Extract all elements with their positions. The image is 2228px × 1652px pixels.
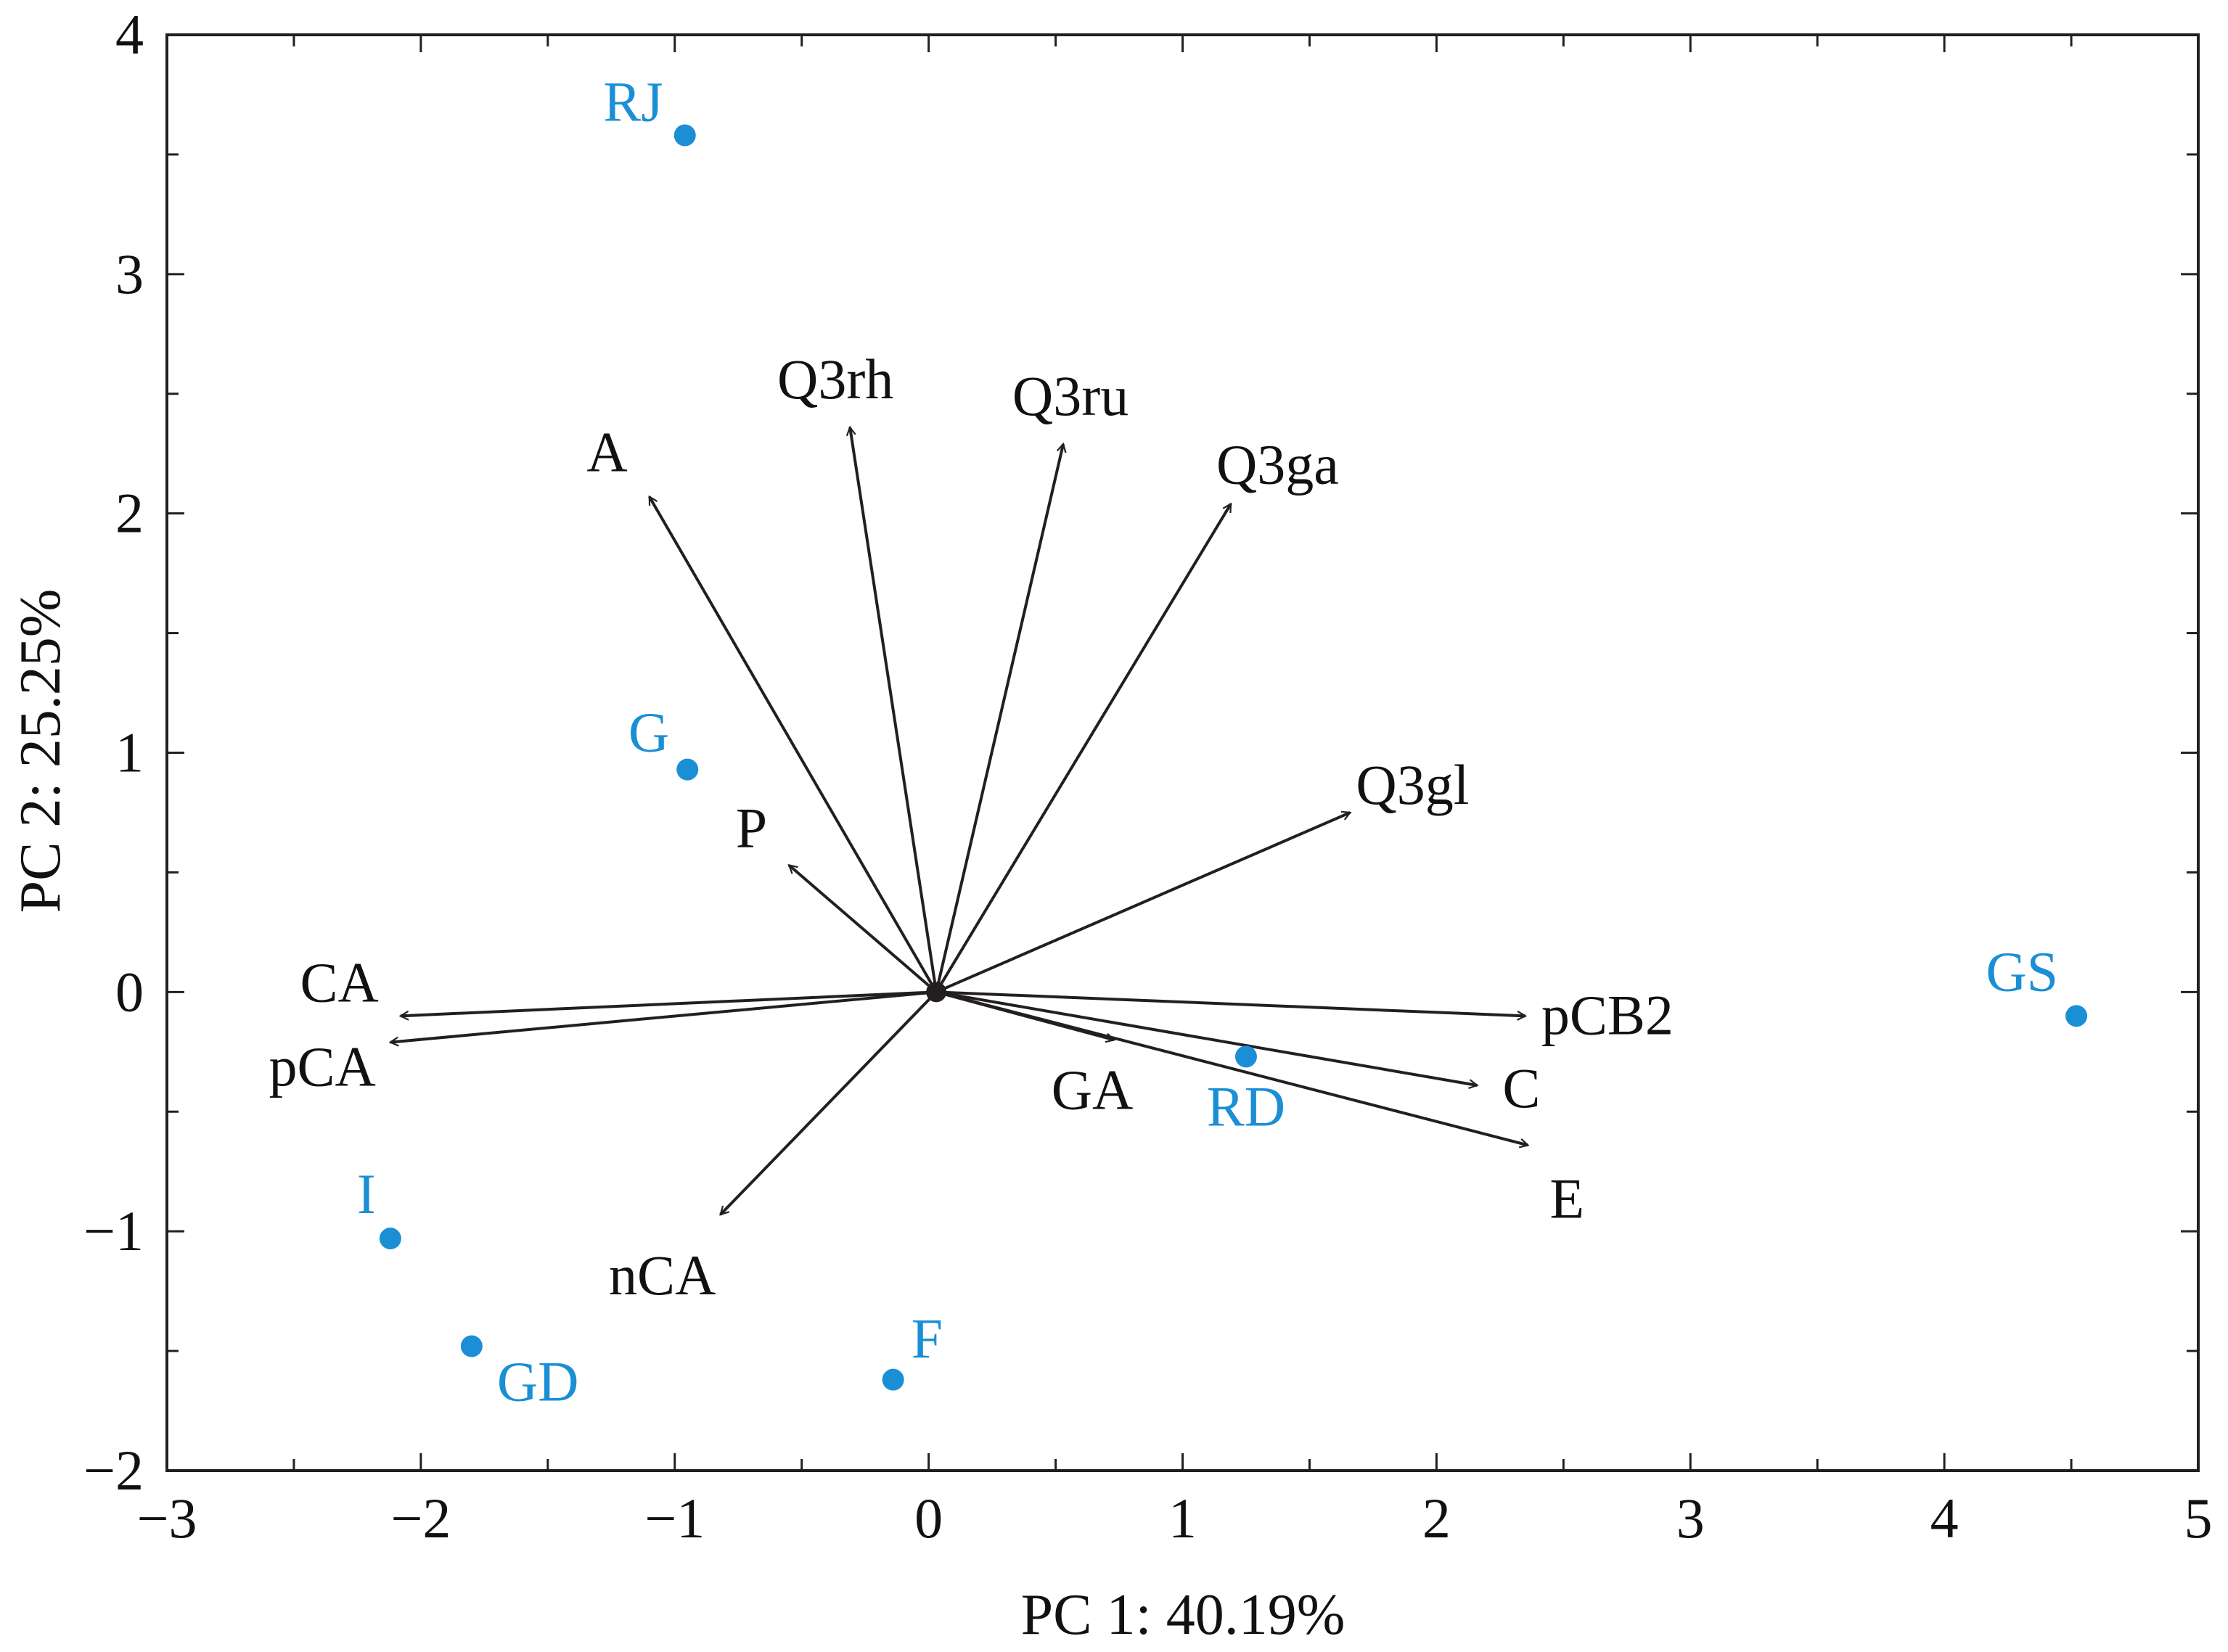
loading-label-A: A	[586, 421, 627, 484]
x-tick-label: −3	[137, 1487, 197, 1550]
loading-label-E: E	[1549, 1167, 1584, 1230]
y-tick-label: −1	[83, 1199, 144, 1262]
origin-marker	[926, 982, 947, 1003]
sample-label-I: I	[357, 1162, 376, 1225]
x-tick-label: 0	[914, 1487, 943, 1550]
y-tick-label: 1	[115, 721, 144, 784]
sample-point-F	[882, 1368, 904, 1391]
loading-vector-Q3ru	[935, 444, 1063, 993]
x-tick-label: −1	[644, 1487, 705, 1550]
axis-ticks	[165, 33, 2200, 1472]
loading-label-GA: GA	[1052, 1058, 1134, 1121]
sample-label-G: G	[628, 701, 669, 764]
sample-label-GD: GD	[497, 1349, 579, 1413]
loading-label-CA: CA	[300, 950, 379, 1014]
loading-label-P: P	[736, 797, 767, 860]
loading-vector-A	[648, 497, 938, 993]
x-tick-label: 3	[1676, 1487, 1705, 1550]
loading-label-nCA: nCA	[609, 1244, 716, 1307]
x-axis-title: PC 1: 40.19%	[1021, 1583, 1346, 1647]
loading-vector-pCA	[390, 990, 937, 1042]
loading-vector-pCB2	[936, 990, 1525, 1016]
sample-point-RJ	[673, 124, 696, 147]
sample-point-GD	[460, 1335, 483, 1357]
y-axis-title: PC 2: 25.25%	[9, 589, 73, 913]
y-tick-label: 3	[115, 242, 144, 305]
loading-vector-nCA	[721, 990, 938, 1215]
loading-label-C: C	[1502, 1056, 1540, 1119]
loading-label-Q3ru: Q3ru	[1012, 364, 1129, 427]
x-tick-label: 4	[1930, 1487, 1959, 1550]
y-tick-label: 2	[115, 482, 144, 545]
loading-label-Q3gl: Q3gl	[1356, 753, 1469, 816]
x-tick-label: 5	[2184, 1487, 2213, 1550]
sample-point-I	[379, 1228, 401, 1250]
y-tick-label: 0	[115, 960, 144, 1023]
plot-frame	[165, 33, 2200, 1472]
loading-label-pCB2: pCB2	[1541, 983, 1674, 1046]
sample-point-GS	[2065, 1005, 2088, 1027]
sample-points: RJ G GS RD I GD F	[357, 70, 2088, 1413]
loading-vector-P	[789, 864, 938, 993]
x-tick-label: −2	[390, 1487, 451, 1550]
sample-point-RD	[1234, 1045, 1257, 1068]
y-tick-label: −2	[83, 1439, 144, 1502]
sample-point-G	[676, 758, 699, 781]
y-tick-label: 4	[115, 3, 144, 66]
sample-label-RD: RD	[1207, 1074, 1285, 1138]
loading-vector-CA	[401, 990, 937, 1016]
loading-vector-GA	[935, 990, 1114, 1040]
loading-label-Q3ga: Q3ga	[1216, 432, 1339, 496]
x-tick-label: 2	[1422, 1487, 1451, 1550]
loading-label-Q3rh: Q3rh	[777, 348, 893, 411]
loading-vector-Q3gl	[935, 813, 1350, 994]
sample-label-GS: GS	[1986, 940, 2058, 1003]
sample-label-RJ: RJ	[603, 70, 663, 133]
loading-vector-C	[935, 990, 1477, 1085]
loading-vector-Q3rh	[850, 427, 938, 993]
sample-label-F: F	[912, 1307, 943, 1370]
loading-vector-Q3ga	[935, 504, 1232, 993]
x-tick-label: 1	[1168, 1487, 1197, 1550]
loading-label-pCA: pCA	[269, 1035, 376, 1098]
